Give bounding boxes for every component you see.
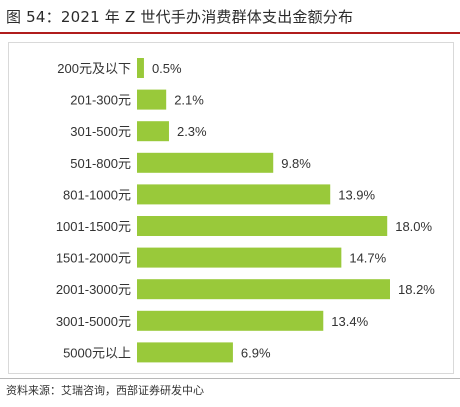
value-label: 13.9% — [338, 187, 375, 202]
category-label: 200元及以下 — [57, 61, 131, 76]
title-divider — [0, 32, 460, 34]
value-label: 2.3% — [177, 124, 207, 139]
value-label: 0.5% — [152, 61, 182, 76]
category-label: 801-1000元 — [63, 187, 131, 202]
category-label: 1501-2000元 — [56, 251, 131, 266]
bar — [137, 216, 388, 236]
chart-panel: 200元及以下 0.5% 201-300元 2.1% 301-500元 2.3% 501-8… — [8, 42, 454, 374]
bar — [137, 121, 169, 142]
source-divider — [0, 378, 460, 379]
category-label: 1001-1500元 — [56, 219, 131, 234]
value-label: 13.4% — [331, 314, 368, 329]
bar — [137, 342, 233, 363]
category-label: 501-800元 — [70, 156, 131, 171]
category-label: 301-500元 — [70, 124, 131, 139]
bar — [137, 89, 167, 110]
value-label: 14.7% — [349, 251, 386, 266]
source-note: 资料来源：艾瑞咨询，西部证券研发中心 — [6, 384, 204, 397]
bar — [137, 152, 274, 173]
category-label: 201-300元 — [70, 93, 131, 108]
category-label: 5000元以上 — [63, 345, 131, 360]
value-label: 2.1% — [174, 93, 204, 108]
bar — [137, 310, 324, 331]
value-label: 9.8% — [281, 156, 311, 171]
figure-title: 图 54：2021 年 Z 世代手办消费群体支出金额分布 — [6, 8, 354, 26]
category-label: 3001-5000元 — [56, 314, 131, 329]
category-label: 2001-3000元 — [56, 282, 131, 297]
bar-chart: 200元及以下 0.5% 201-300元 2.1% 301-500元 2.3% 501-8… — [56, 58, 435, 363]
value-label: 6.9% — [241, 345, 271, 360]
bar — [137, 279, 390, 300]
value-label: 18.2% — [398, 282, 435, 297]
bar — [137, 58, 144, 78]
bar — [137, 184, 331, 205]
value-label: 18.0% — [395, 219, 432, 234]
bar — [137, 247, 342, 268]
